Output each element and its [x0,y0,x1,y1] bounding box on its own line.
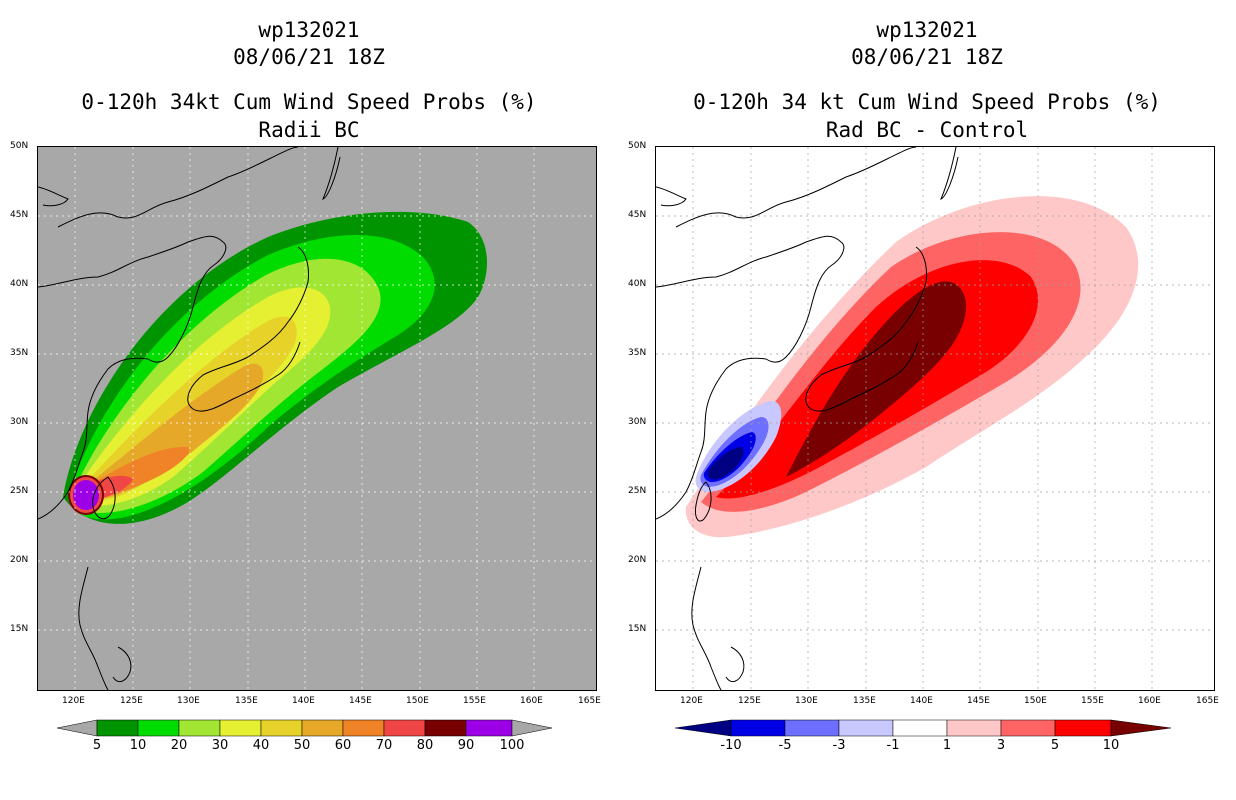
diff-band-neg-10 [707,447,744,480]
cbar-seg [301,719,344,737]
right-subtitle: Rad BC - Control [825,118,1029,142]
left-datetime: 08/06/21 18Z [233,45,385,69]
cbar-seg [342,719,385,737]
cbar-seg-low [57,719,98,737]
cbar-seg [465,719,513,737]
lat-tick: 20N [628,555,647,565]
lat-tick: 35N [628,348,647,358]
cbar-seg [730,719,786,737]
cbar-label: 3 [996,738,1006,753]
cbar-seg [1054,719,1112,737]
left-map-plot [38,147,596,690]
right-storm-id: wp132021 [876,18,978,42]
cbar-seg [1000,719,1056,737]
cbar-label: 70 [375,738,393,753]
diff-band-10 [786,281,967,477]
left-colorbar [57,719,553,737]
lon-tick: 155E [463,696,486,706]
cbar-label: 60 [334,738,352,753]
lon-tick: 125E [120,696,143,706]
lon-tick: 140E [292,696,315,706]
cbar-label: 90 [457,738,475,753]
lon-tick: 120E [680,696,703,706]
cbar-seg-high [511,719,553,737]
cbar-seg [219,719,262,737]
cbar-label: -5 [778,738,792,753]
prob-band-50 [78,363,264,500]
lon-tick: 145E [967,696,990,706]
cbar-label: 1 [942,738,952,753]
cbar-seg [424,719,467,737]
left-map-panel [37,146,597,691]
lat-tick: 25N [10,486,29,496]
left-subtitle: Radii BC [258,118,360,142]
lat-tick: 25N [628,486,647,496]
cbar-label: -10 [720,738,742,753]
cbar-label: 10 [1102,738,1120,753]
cbar-seg [838,719,894,737]
cbar-label: 10 [129,738,147,753]
cbar-label: 5 [1050,738,1060,753]
lon-tick: 160E [520,696,543,706]
lat-tick: 45N [628,210,647,220]
lat-tick: 45N [10,210,29,220]
lon-tick: 130E [795,696,818,706]
lon-tick: 150E [1024,696,1047,706]
lat-tick: 30N [628,417,647,427]
lat-tick: 30N [10,417,29,427]
prob-band-100 [73,480,99,510]
lat-tick: 15N [10,624,29,634]
right-map-plot [656,147,1214,690]
lon-tick: 165E [578,696,601,706]
cbar-seg [96,719,139,737]
lat-tick: 50N [10,141,29,151]
lon-tick: 145E [349,696,372,706]
cbar-seg [892,719,948,737]
lon-tick: 155E [1081,696,1104,706]
lat-tick: 35N [10,348,29,358]
cbar-label: -3 [832,738,846,753]
cbar-label: 80 [416,738,434,753]
cbar-seg [178,719,221,737]
lon-tick: 125E [738,696,761,706]
cbar-label: 40 [252,738,270,753]
lon-tick: 135E [853,696,876,706]
cbar-seg [383,719,426,737]
cbar-label: 5 [92,738,102,753]
cbar-seg-high [1110,719,1172,737]
left-coastlines [38,147,341,690]
cbar-seg-low [675,719,732,737]
cbar-label: -1 [886,738,900,753]
right-colorbar [675,719,1172,737]
lat-tick: 40N [628,279,647,289]
cbar-label: 20 [170,738,188,753]
lat-tick: 40N [10,279,29,289]
lon-tick: 120E [62,696,85,706]
lat-tick: 15N [628,624,647,634]
lon-tick: 140E [910,696,933,706]
left-storm-id: wp132021 [258,18,360,42]
cbar-seg [784,719,840,737]
lon-tick: 160E [1138,696,1161,706]
lat-tick: 50N [628,141,647,151]
cbar-label: 30 [211,738,229,753]
lon-tick: 150E [406,696,429,706]
right-coastlines [656,147,959,690]
left-title: 0-120h 34kt Cum Wind Speed Probs (%) [81,90,537,114]
lon-tick: 130E [177,696,200,706]
right-gridlines [656,147,1214,690]
cbar-label: 50 [293,738,311,753]
cbar-seg [137,719,180,737]
right-datetime: 08/06/21 18Z [851,45,1003,69]
lat-tick: 20N [10,555,29,565]
left-gridlines [38,147,596,690]
cbar-seg [946,719,1002,737]
lon-tick: 135E [235,696,258,706]
right-map-panel [655,146,1215,691]
right-title: 0-120h 34 kt Cum Wind Speed Probs (%) [693,90,1161,114]
cbar-seg [260,719,303,737]
cbar-label: 100 [499,738,525,753]
lon-tick: 165E [1196,696,1219,706]
